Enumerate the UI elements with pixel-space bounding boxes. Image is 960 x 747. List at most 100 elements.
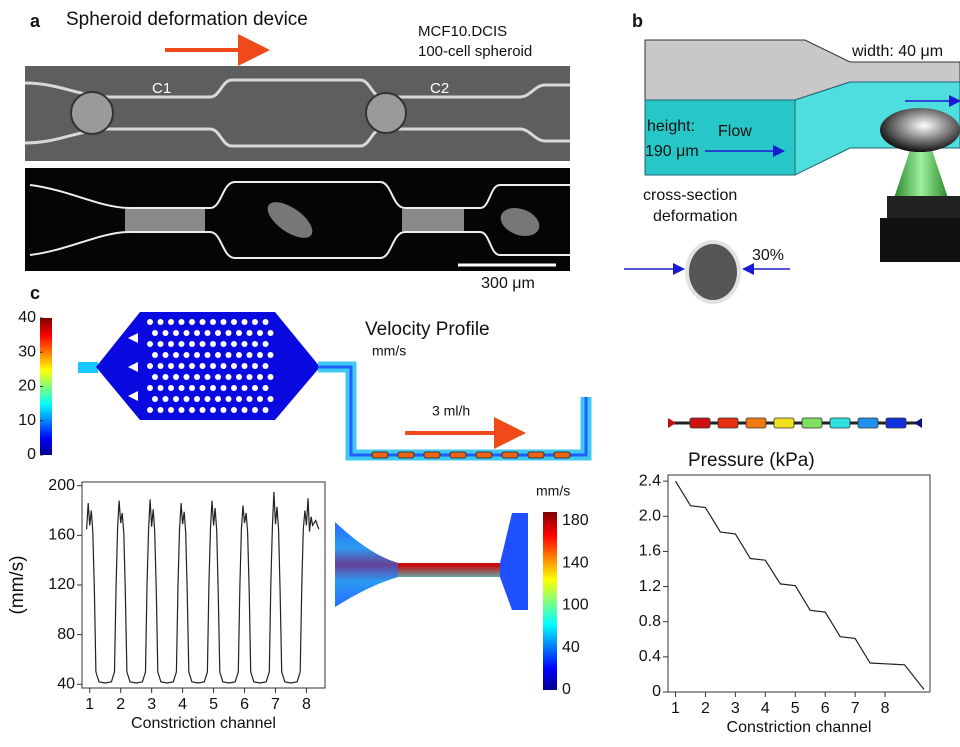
pillar — [200, 385, 206, 391]
pillar — [163, 396, 169, 402]
pillar — [242, 319, 248, 325]
pillar — [168, 319, 174, 325]
pillar — [179, 385, 185, 391]
light-beam — [894, 150, 948, 198]
pillar — [205, 352, 211, 358]
constriction — [476, 452, 492, 458]
pillar — [215, 330, 221, 336]
colorbar-tick-label: 10 — [18, 412, 36, 429]
colorbar-unit: mm/s — [536, 483, 570, 499]
colorbar-labels: 180140100400 — [562, 512, 589, 698]
pillar — [184, 374, 190, 380]
pressure-segment — [718, 418, 738, 428]
x-tick-label: 6 — [240, 696, 249, 713]
pillar — [252, 363, 258, 369]
data-line — [87, 492, 319, 683]
pillar — [147, 363, 153, 369]
pillar — [194, 374, 200, 380]
cell-line: MCF10.DCIS — [418, 23, 507, 40]
figure: a Spheroid deformation device MCF10.DCIS… — [0, 0, 960, 747]
pillar — [242, 341, 248, 347]
pillar — [236, 330, 242, 336]
pressure-segment — [830, 418, 850, 428]
pillar — [226, 352, 232, 358]
x-tick-label: 2 — [116, 696, 125, 713]
y-tick-label: 0.4 — [639, 648, 661, 665]
colorbar-tick-label: 30 — [18, 343, 36, 360]
data-line — [676, 481, 925, 689]
colorbar-tick-label: 40 — [18, 309, 36, 326]
pillar — [210, 407, 216, 413]
pillar — [247, 352, 253, 358]
x-tick-label: 3 — [147, 696, 156, 713]
constriction — [372, 452, 388, 458]
pillar — [242, 407, 248, 413]
pillar — [231, 341, 237, 347]
pillar — [221, 341, 227, 347]
pillar — [163, 330, 169, 336]
chart-title: Pressure (kPa) — [688, 450, 815, 471]
flow-rate: 3 ml/h — [432, 403, 470, 419]
panel-b: b width: 40 μm height: 190 μm Flow cross… — [624, 11, 960, 304]
pillar — [189, 363, 195, 369]
objective — [887, 196, 960, 218]
pillar — [147, 385, 153, 391]
panel-label: b — [632, 11, 643, 31]
x-tick-label: 4 — [178, 696, 187, 713]
cross-section-shape — [689, 244, 737, 300]
pillar — [158, 319, 164, 325]
pillar — [163, 374, 169, 380]
panel-c: c Velocity Profile mm/s 3 ml/h mm/s 1801… — [30, 283, 922, 698]
constriction — [502, 452, 518, 458]
pillar — [189, 407, 195, 413]
y-tick-label: 1.6 — [639, 543, 661, 560]
pillar — [252, 341, 258, 347]
pillar — [268, 330, 274, 336]
panel-a: a Spheroid deformation device MCF10.DCIS… — [25, 9, 570, 292]
pressure-segment — [802, 418, 822, 428]
colorbar-tick-label: 140 — [562, 554, 589, 571]
pillar — [205, 396, 211, 402]
pillar — [210, 319, 216, 325]
pillar — [179, 319, 185, 325]
pillar — [147, 319, 153, 325]
pillar — [189, 385, 195, 391]
pillar — [268, 396, 274, 402]
pressure-end — [668, 418, 676, 428]
pillar — [173, 330, 179, 336]
height-value: 190 μm — [645, 143, 699, 160]
pillar — [152, 330, 158, 336]
colorbar-tick-label: 0 — [27, 446, 36, 463]
y-tick-label: 200 — [48, 477, 75, 494]
pillar — [226, 374, 232, 380]
pillar — [173, 396, 179, 402]
pressure-segment — [746, 418, 766, 428]
pillar — [257, 396, 263, 402]
pillar — [242, 363, 248, 369]
pillar — [257, 374, 263, 380]
pillar — [179, 363, 185, 369]
x-tick-label: 7 — [851, 700, 860, 717]
pillar — [168, 407, 174, 413]
pillar — [263, 319, 269, 325]
pillar — [247, 374, 253, 380]
plot-frame — [668, 475, 930, 692]
pillar — [221, 407, 227, 413]
constriction-velocity — [500, 513, 528, 610]
pillar — [263, 363, 269, 369]
pillar — [147, 341, 153, 347]
y-tick-label: 80 — [57, 626, 75, 643]
pillar — [231, 319, 237, 325]
pressure-segment — [858, 418, 878, 428]
height-label: height: — [647, 118, 695, 135]
y-tick-label: 0.8 — [639, 613, 661, 630]
pillar — [158, 385, 164, 391]
pillar — [252, 319, 258, 325]
spheroid-label: 100-cell spheroid — [418, 43, 532, 60]
y-tick-label: 0 — [652, 683, 661, 700]
pillar — [194, 330, 200, 336]
pillar — [257, 352, 263, 358]
pillar — [184, 352, 190, 358]
colorbar — [543, 512, 557, 690]
pillar — [226, 396, 232, 402]
